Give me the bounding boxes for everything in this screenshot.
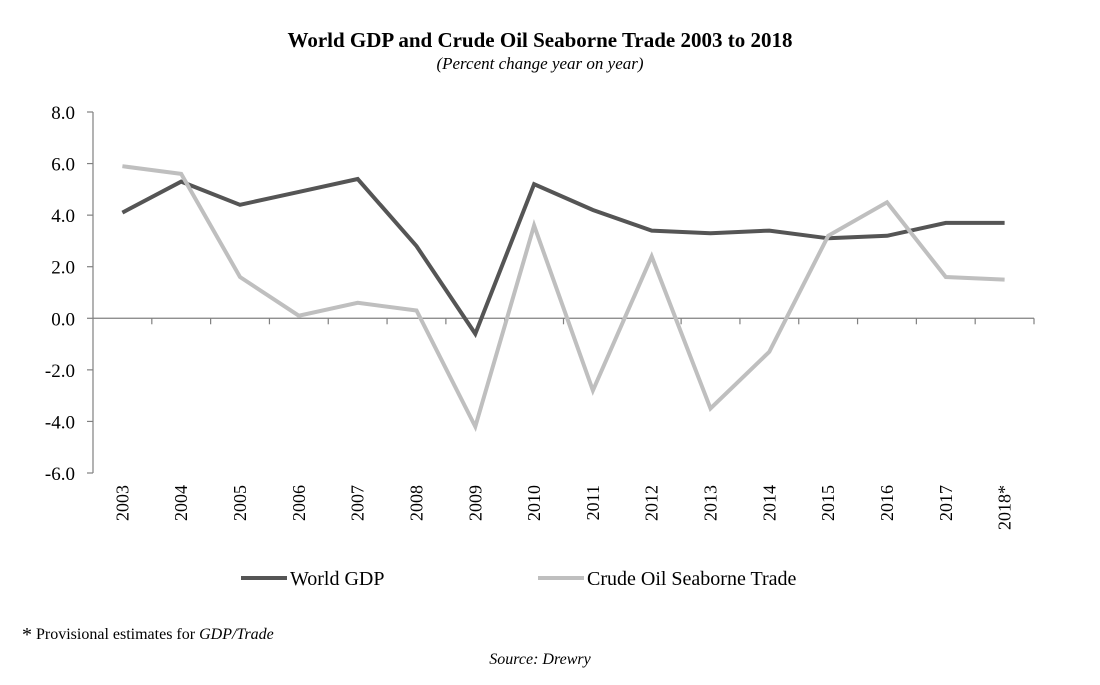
x-tick-label: 2010 [524,485,544,521]
x-tick-label: 2003 [112,485,132,521]
x-tick-label: 2007 [348,485,368,521]
footnote-marker: * [22,624,32,646]
x-tick-label: 2018* [995,485,1015,530]
x-tick-label: 2005 [230,485,250,521]
y-tick-label: 8.0 [51,103,75,124]
x-tick-label: 2011 [583,485,603,520]
y-tick-label: 0.0 [51,309,75,330]
x-tick-label: 2009 [465,485,485,521]
chart-subtitle: (Percent change year on year) [436,54,644,73]
x-tick-label: 2015 [818,485,838,521]
legend-label: Crude Oil Seaborne Trade [587,568,797,590]
series-line-world-gdp [121,176,1005,339]
footnote: * Provisional estimates for GDP/Trade [22,624,274,647]
x-tick-label: 2013 [701,485,721,521]
x-tick-label: 2006 [289,485,309,521]
source-note: Source: Drewry [489,651,591,668]
x-tick-label: 2014 [759,485,779,521]
x-tick-label: 2012 [642,485,662,521]
y-tick-label: 2.0 [51,258,75,279]
legend-label: World GDP [290,568,385,590]
y-tick-label: -6.0 [45,464,75,485]
y-tick-label: -4.0 [45,412,75,433]
y-tick-label: 6.0 [51,155,75,176]
y-tick-label: -2.0 [45,361,75,382]
x-tick-label: 2008 [406,485,426,521]
x-tick-label: 2004 [171,485,191,521]
x-tick-label: 2017 [936,485,956,521]
x-tick-label: 2016 [877,485,897,521]
series-line-crude-oil-trade [122,164,1005,433]
footnote-text: Provisional estimates for [36,626,200,643]
chart-title: World GDP and Crude Oil Seaborne Trade 2… [287,28,793,52]
y-tick-label: 4.0 [51,206,75,227]
footnote-italic: GDP/Trade [199,626,274,643]
